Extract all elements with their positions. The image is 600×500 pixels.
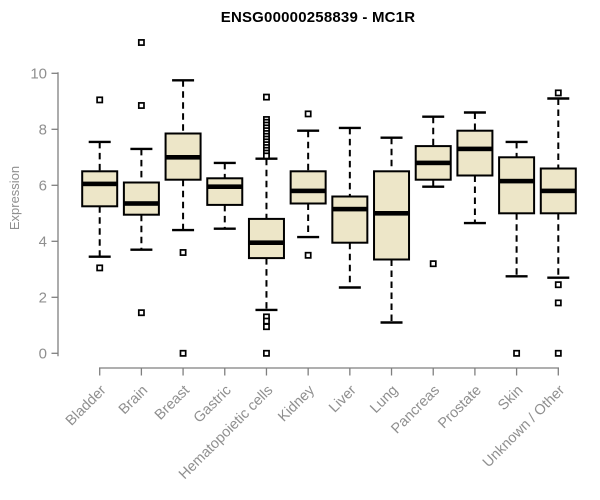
outlier-point	[263, 152, 270, 160]
boxplot-bladder	[81, 96, 119, 272]
x-tick-label: Bladder	[63, 382, 110, 429]
y-tick-label: 2	[39, 289, 47, 306]
outlier-point	[263, 349, 270, 357]
boxplot-prostate	[456, 111, 494, 225]
median-line	[290, 188, 326, 194]
y-tick-label: 10	[30, 65, 47, 82]
boxplot-skin	[498, 140, 536, 357]
outlier-point	[554, 299, 562, 307]
median-line	[123, 201, 159, 206]
box-rect	[81, 170, 119, 208]
box-rect	[456, 129, 494, 177]
box-rect	[331, 195, 369, 244]
outlier-point	[263, 317, 270, 325]
y-tick-label: 0	[39, 345, 47, 362]
median-line	[415, 160, 451, 166]
boxplot-hematopoietic-cells	[247, 93, 285, 357]
y-tick-label: 6	[39, 177, 47, 194]
box-rect	[122, 181, 160, 216]
outlier-point	[304, 110, 312, 118]
median-line	[499, 178, 535, 184]
boxplot-kidney	[289, 110, 327, 259]
outlier-point	[263, 93, 270, 101]
median-line	[82, 181, 118, 187]
y-tick-label: 4	[39, 233, 47, 250]
outlier-point	[179, 249, 187, 256]
x-tick-label: Lung	[367, 383, 401, 417]
median-line	[165, 155, 201, 160]
box-rect	[498, 156, 536, 215]
box-rect	[289, 170, 327, 205]
x-tick-label: Liver	[326, 382, 360, 416]
outlier-point	[429, 260, 437, 268]
outlier-point	[554, 281, 562, 289]
outlier-point	[137, 102, 145, 109]
median-line	[374, 211, 410, 216]
median-line	[207, 184, 243, 189]
box-rect	[247, 217, 285, 260]
outlier-point	[96, 96, 104, 104]
outlier-point	[179, 349, 187, 357]
outlier-point	[263, 323, 270, 331]
box-rect	[206, 177, 244, 206]
outlier-point	[513, 349, 521, 357]
boxplot-breast	[164, 79, 202, 357]
y-tick-label: 8	[39, 121, 47, 138]
outlier-point	[304, 251, 312, 259]
boxplot-unknown-other	[539, 89, 577, 357]
outlier-point	[96, 264, 104, 272]
x-tick-label: Kidney	[275, 382, 318, 425]
boxplot-pancreas	[414, 115, 452, 268]
boxplot-lung	[373, 136, 411, 324]
x-tick-label: Skin	[495, 383, 526, 414]
x-tick-label: Breast	[152, 383, 193, 424]
chart-title: ENSG00000258839 - MC1R	[220, 9, 416, 26]
outlier-point	[137, 309, 145, 317]
median-line	[248, 240, 284, 245]
boxplot-brain	[122, 39, 160, 317]
boxplot-liver	[331, 126, 369, 289]
boxplot-gastric	[206, 161, 244, 230]
outlier-point	[554, 89, 562, 97]
median-line	[332, 206, 368, 212]
x-tick-label: Prostate	[435, 383, 484, 432]
outlier-point	[554, 349, 562, 357]
x-tick-label: Brain	[116, 383, 151, 418]
median-line	[540, 188, 576, 194]
outlier-point	[137, 39, 145, 46]
median-line	[457, 146, 493, 152]
